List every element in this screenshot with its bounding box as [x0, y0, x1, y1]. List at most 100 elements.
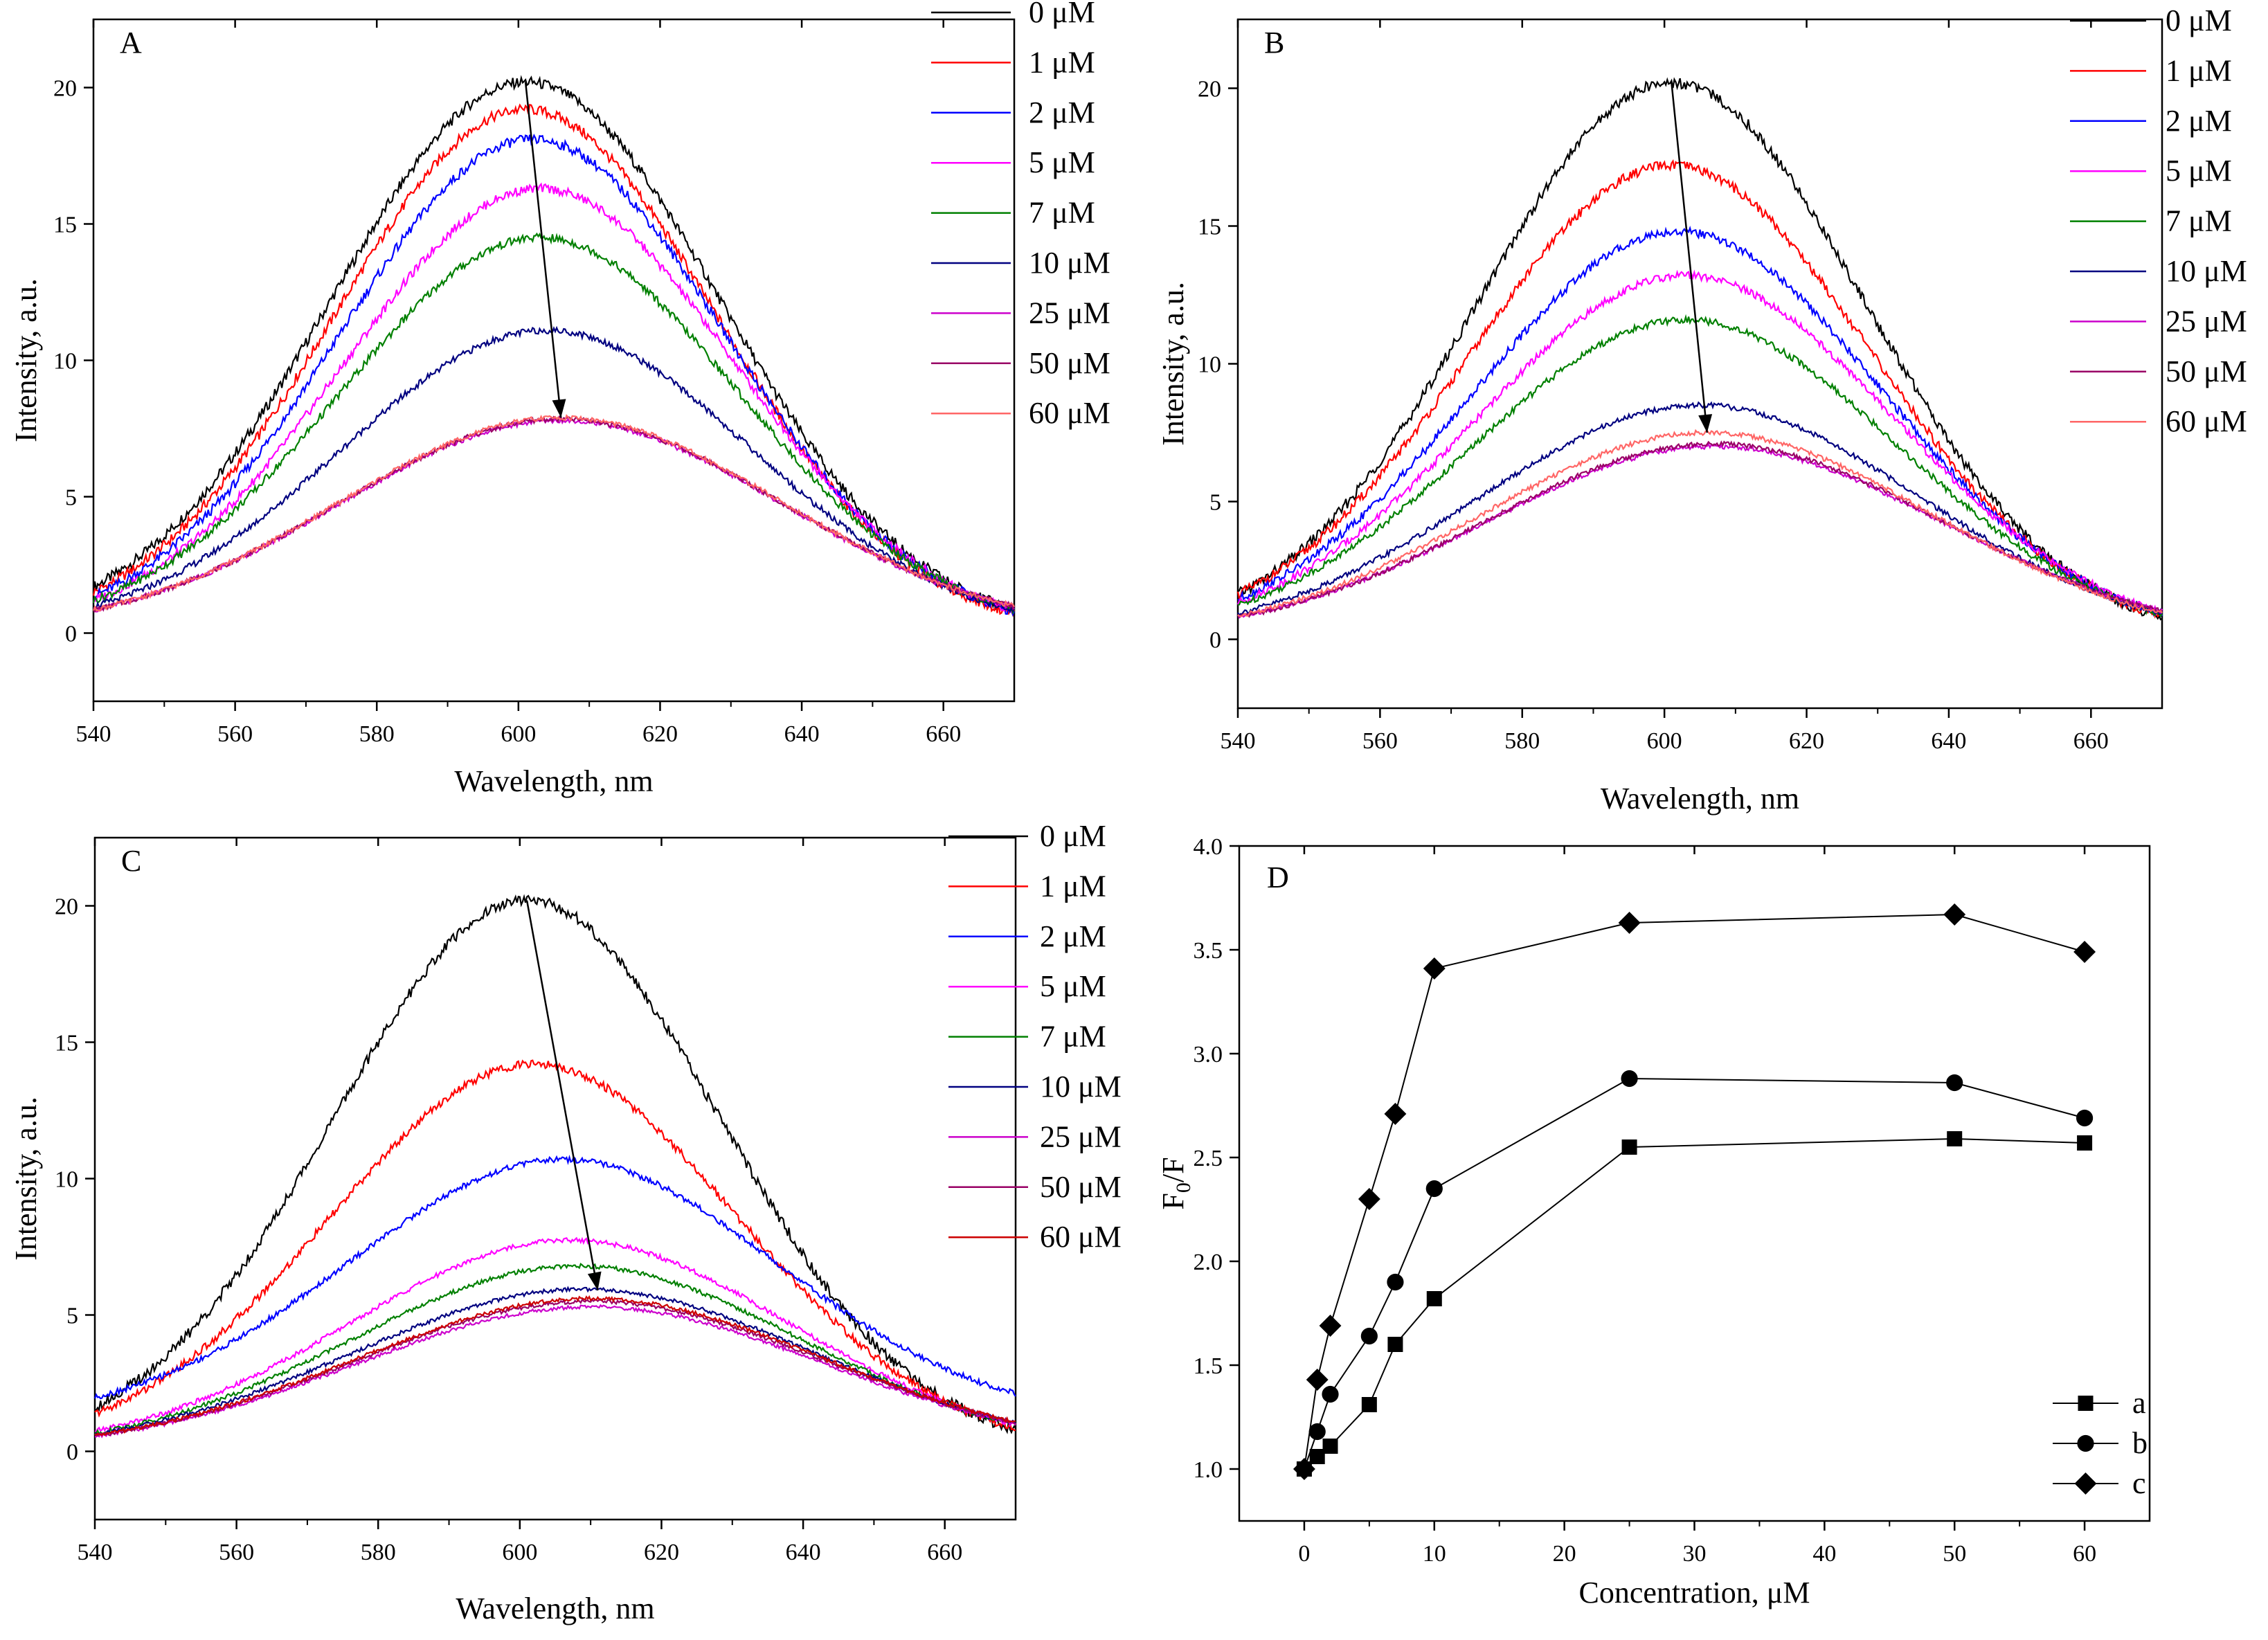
panel-c-y-tick-label: 5	[66, 1304, 78, 1329]
panel-b-legend-label: 0 μM	[2166, 3, 2232, 37]
panel-a-legend-label: 60 μM	[1029, 396, 1110, 430]
panel-b-x-tick-label: 580	[1504, 728, 1540, 754]
panel-d-y-tick-label: 3.0	[1194, 1042, 1223, 1067]
panel-d-x-tick-label: 10	[1423, 1541, 1446, 1567]
panel-d-point-c	[1943, 903, 1966, 926]
panel-d-x-tick-label: 50	[1943, 1541, 1966, 1567]
panel-c-legend: 0 μM 1 μM 2 μM 5 μM 7 μM 10 μM 25 μM 50 μM 60 μM	[948, 819, 1122, 1254]
panel-d-y-tick-label: 3.5	[1194, 938, 1223, 964]
panel-b-legend-label: 7 μM	[2166, 204, 2232, 238]
panel-b-trend-arrow-head	[1698, 414, 1713, 433]
panel-a-series-5-m	[93, 182, 1015, 613]
panel-d-point-c	[1358, 1188, 1380, 1210]
panel-b-y-tick-label: 5	[1209, 490, 1221, 516]
panel-d-point-b	[1621, 1070, 1638, 1088]
panel-a-y-axis-title: Intensity, a.u.	[9, 278, 43, 442]
panel-a-trend-arrow	[524, 82, 562, 418]
panel-a-y-tick-label: 20	[53, 76, 77, 102]
panel-c-series-25-m	[94, 1304, 1016, 1439]
panel-d-point-a	[1621, 1139, 1637, 1155]
panel-d-point-a	[1322, 1439, 1338, 1454]
panel-c-legend-label: 5 μM	[1040, 969, 1106, 1003]
panel-c-y-tick-label: 20	[55, 894, 78, 920]
panel-a-y-tick-label: 10	[53, 349, 77, 375]
panel-c-x-tick-label: 600	[502, 1540, 537, 1565]
panel-d-quenching-plot: 0 10 20 30 40 50 60 1.0 1.5 2.0 2.5 3.0 3.5 4.0 Concen…	[1156, 834, 2151, 1610]
panel-c-legend-label: 25 μM	[1040, 1119, 1122, 1153]
panel-d-legend: abc	[2053, 1386, 2148, 1500]
panel-b-series-2-m	[1237, 226, 2163, 618]
panel-b-series-10-m	[1237, 401, 2163, 617]
panel-c-x-tick-label: 660	[927, 1540, 962, 1565]
panel-b-x-tick-label: 600	[1647, 728, 1682, 754]
panel-a-legend-label: 2 μM	[1029, 96, 1095, 129]
panel-d-point-c	[1306, 1369, 1329, 1391]
panel-b-x-tick-label: 560	[1362, 728, 1398, 754]
panel-a-legend-label: 50 μM	[1029, 346, 1110, 380]
panel-d-x-tick-label: 0	[1298, 1541, 1310, 1567]
panel-b-legend-label: 50 μM	[2166, 354, 2247, 388]
panel-b-x-tick-label: 660	[2073, 728, 2109, 754]
panel-d-point-c	[1423, 957, 1446, 980]
panel-d-point-a	[1309, 1449, 1325, 1464]
panel-b-spectra: 540 560 580 600 620 640 660 0 5 10 15 20 Wavelength,…	[1156, 3, 2247, 816]
panel-c-spectra: 540 560 580 600 620 640 660 0 5 10 15 20 Wavelength,…	[9, 819, 1122, 1625]
panel-b-series-50-m	[1238, 440, 2163, 618]
panel-a-x-tick-label: 540	[76, 721, 111, 747]
panel-a-spectra: 540 560 580 600 620 640 660 0 5 10 15 20 Wavelength,…	[9, 0, 1110, 798]
panel-a-series-0-m	[92, 75, 1015, 613]
panel-b-series-60-m	[1237, 429, 2163, 618]
panel-d-point-b	[2076, 1109, 2094, 1127]
panel-c-legend-label: 10 μM	[1040, 1070, 1122, 1103]
panel-c-y-tick-label: 0	[66, 1440, 78, 1466]
panel-d-point-b	[1360, 1327, 1378, 1345]
panel-c-legend-label: 50 μM	[1040, 1170, 1122, 1204]
panel-c-x-tick-label: 620	[644, 1540, 679, 1565]
panel-d-point-a	[1361, 1397, 1377, 1412]
panel-b-legend-label: 10 μM	[2166, 254, 2247, 288]
panel-d-point-c	[1618, 912, 1641, 934]
panel-a-series-60-m	[92, 414, 1015, 612]
panel-b-legend-label: 1 μM	[2166, 53, 2232, 87]
panel-d-y-axis-title: F0/F	[1156, 1157, 1195, 1209]
panel-c-series-0-m	[94, 894, 1016, 1434]
panel-d-point-b	[1946, 1074, 1963, 1092]
panel-d-legend-label: c	[2132, 1466, 2146, 1500]
panel-d-x-tick-label: 40	[1812, 1541, 1836, 1567]
panel-b-legend-label: 2 μM	[2166, 104, 2232, 138]
panel-c-x-tick-label: 640	[786, 1540, 821, 1565]
panel-d-point-b	[1322, 1385, 1339, 1403]
panel-c-trend-arrow	[525, 900, 599, 1291]
panel-b-legend-label: 5 μM	[2166, 154, 2232, 188]
panel-a-series-7-m	[92, 232, 1016, 615]
panel-a-x-tick-label: 600	[501, 721, 536, 747]
panel-b-y-tick-label: 15	[1198, 215, 1221, 240]
panel-a-legend-label: 25 μM	[1029, 296, 1110, 330]
panel-b-legend-label: 60 μM	[2166, 404, 2247, 438]
panel-c-series-2-m	[93, 1154, 1016, 1400]
panel-c-series-60-m	[94, 1295, 1016, 1436]
panel-d-y-axis-title-main: F	[1156, 1193, 1190, 1209]
panel-a-legend-label: 10 μM	[1029, 246, 1110, 280]
panel-b-x-tick-label: 640	[1931, 728, 1966, 754]
panel-d-y-tick-label: 2.5	[1194, 1146, 1223, 1171]
panel-b-series-0-m	[1237, 77, 2163, 621]
panel-a-x-tick-label: 560	[217, 721, 253, 747]
panel-a-x-tick-label: 640	[784, 721, 820, 747]
panel-c-x-tick-label: 580	[361, 1540, 396, 1565]
panel-d-legend-label: b	[2132, 1426, 2148, 1460]
panel-a-series-10-m	[93, 325, 1016, 613]
panel-b-y-tick-label: 10	[1198, 352, 1221, 378]
panel-b-y-tick-label: 0	[1209, 628, 1221, 654]
panel-b-x-axis-title: Wavelength, nm	[1601, 782, 1799, 816]
panel-b-series-1-m	[1236, 159, 2163, 619]
panel-c-series-1-m	[94, 1059, 1016, 1432]
panel-c-x-tick-label: 560	[219, 1540, 254, 1565]
panel-d-point-a	[1947, 1131, 1963, 1146]
panel-a-letter: A	[120, 26, 142, 60]
panel-d-point-c	[1293, 1458, 1315, 1480]
panel-c-y-tick-label: 15	[55, 1031, 78, 1056]
panel-a-legend-label: 7 μM	[1029, 196, 1095, 230]
panel-b-legend-label: 25 μM	[2166, 304, 2247, 338]
